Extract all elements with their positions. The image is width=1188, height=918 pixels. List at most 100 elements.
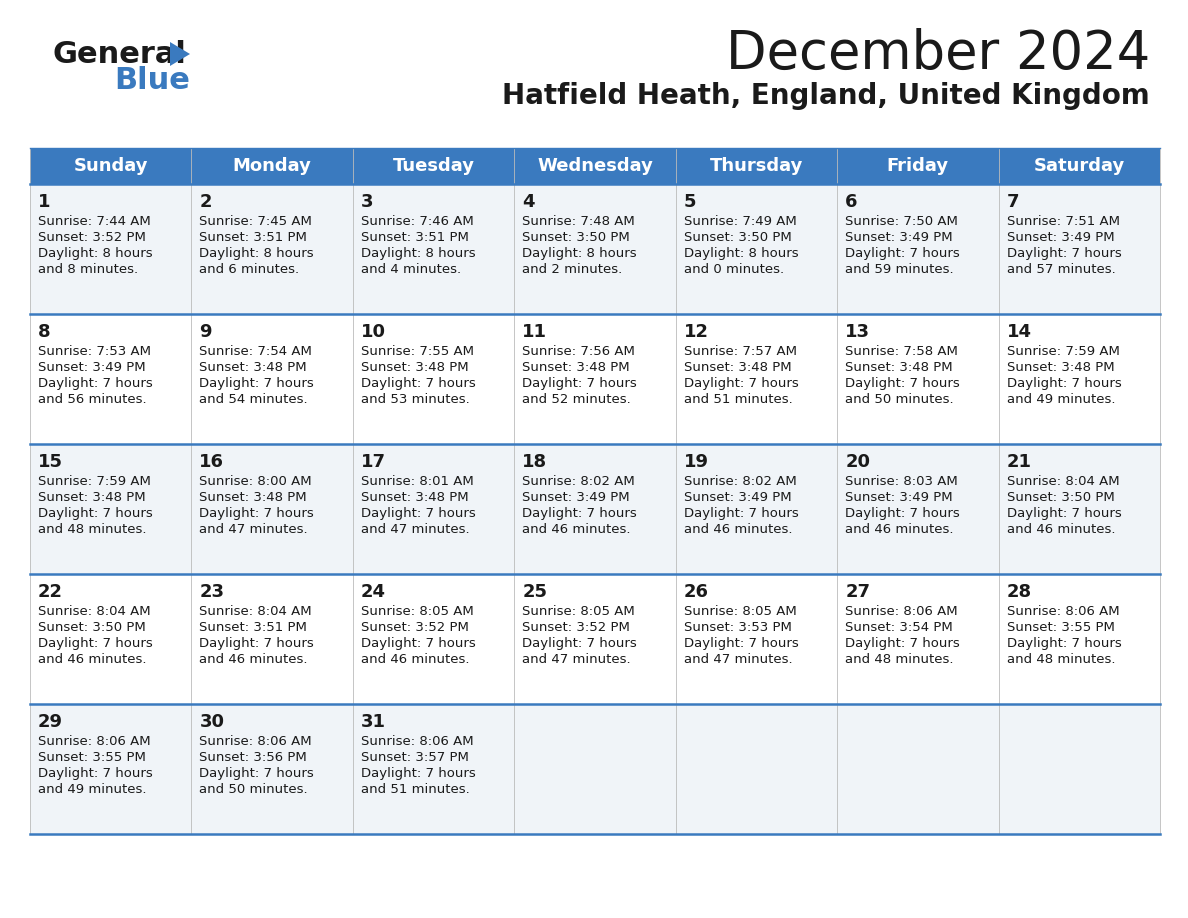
Text: 6: 6 (845, 193, 858, 211)
Text: and 49 minutes.: and 49 minutes. (1006, 393, 1116, 406)
Text: Sunrise: 8:04 AM: Sunrise: 8:04 AM (38, 605, 151, 618)
Text: Sunset: 3:48 PM: Sunset: 3:48 PM (200, 491, 307, 504)
Text: Sunrise: 7:50 AM: Sunrise: 7:50 AM (845, 215, 958, 228)
Text: Daylight: 7 hours: Daylight: 7 hours (38, 377, 153, 390)
Text: Sunset: 3:53 PM: Sunset: 3:53 PM (684, 621, 791, 634)
Text: and 50 minutes.: and 50 minutes. (200, 783, 308, 796)
Text: Sunrise: 8:00 AM: Sunrise: 8:00 AM (200, 475, 312, 488)
Text: 3: 3 (361, 193, 373, 211)
Text: Sunset: 3:55 PM: Sunset: 3:55 PM (1006, 621, 1114, 634)
Text: and 46 minutes.: and 46 minutes. (38, 653, 146, 666)
Text: Daylight: 7 hours: Daylight: 7 hours (361, 377, 475, 390)
Text: Sunrise: 7:54 AM: Sunrise: 7:54 AM (200, 345, 312, 358)
Text: Sunrise: 7:53 AM: Sunrise: 7:53 AM (38, 345, 151, 358)
Text: 2: 2 (200, 193, 211, 211)
Text: Daylight: 7 hours: Daylight: 7 hours (38, 637, 153, 650)
Text: 17: 17 (361, 453, 386, 471)
Text: 15: 15 (38, 453, 63, 471)
Text: 12: 12 (684, 323, 709, 341)
Text: and 53 minutes.: and 53 minutes. (361, 393, 469, 406)
Text: and 51 minutes.: and 51 minutes. (684, 393, 792, 406)
Text: Blue: Blue (114, 66, 190, 95)
Text: Sunset: 3:52 PM: Sunset: 3:52 PM (38, 231, 146, 244)
Text: Sunrise: 8:05 AM: Sunrise: 8:05 AM (523, 605, 636, 618)
Text: and 47 minutes.: and 47 minutes. (200, 523, 308, 536)
Text: Sunset: 3:55 PM: Sunset: 3:55 PM (38, 751, 146, 764)
Text: Sunset: 3:50 PM: Sunset: 3:50 PM (1006, 491, 1114, 504)
Text: Sunrise: 7:58 AM: Sunrise: 7:58 AM (845, 345, 958, 358)
Bar (30, 574, 1159, 704)
Text: Hatfield Heath, England, United Kingdom: Hatfield Heath, England, United Kingdom (503, 82, 1150, 110)
Text: and 8 minutes.: and 8 minutes. (38, 263, 138, 276)
Text: Sunrise: 7:48 AM: Sunrise: 7:48 AM (523, 215, 636, 228)
Text: 26: 26 (684, 583, 709, 601)
Text: Daylight: 7 hours: Daylight: 7 hours (200, 377, 314, 390)
Text: 8: 8 (38, 323, 51, 341)
Text: 25: 25 (523, 583, 548, 601)
Text: Sunrise: 8:05 AM: Sunrise: 8:05 AM (684, 605, 796, 618)
Text: Daylight: 8 hours: Daylight: 8 hours (684, 247, 798, 260)
Text: Monday: Monday (233, 157, 311, 175)
Text: and 48 minutes.: and 48 minutes. (845, 653, 954, 666)
Text: Wednesday: Wednesday (537, 157, 653, 175)
Text: 27: 27 (845, 583, 870, 601)
Text: and 59 minutes.: and 59 minutes. (845, 263, 954, 276)
Text: Sunrise: 8:05 AM: Sunrise: 8:05 AM (361, 605, 474, 618)
Text: and 2 minutes.: and 2 minutes. (523, 263, 623, 276)
Text: and 46 minutes.: and 46 minutes. (200, 653, 308, 666)
Text: 18: 18 (523, 453, 548, 471)
Text: Sunset: 3:48 PM: Sunset: 3:48 PM (361, 491, 468, 504)
Text: Sunrise: 7:56 AM: Sunrise: 7:56 AM (523, 345, 636, 358)
Bar (30, 704, 1159, 834)
Text: Sunrise: 8:06 AM: Sunrise: 8:06 AM (845, 605, 958, 618)
Text: Daylight: 7 hours: Daylight: 7 hours (1006, 637, 1121, 650)
Text: 29: 29 (38, 713, 63, 731)
Text: Tuesday: Tuesday (392, 157, 474, 175)
Text: Daylight: 7 hours: Daylight: 7 hours (1006, 247, 1121, 260)
Text: Sunset: 3:52 PM: Sunset: 3:52 PM (523, 621, 630, 634)
Text: Daylight: 7 hours: Daylight: 7 hours (523, 507, 637, 520)
Text: and 46 minutes.: and 46 minutes. (361, 653, 469, 666)
Text: Sunrise: 7:44 AM: Sunrise: 7:44 AM (38, 215, 151, 228)
Text: Daylight: 7 hours: Daylight: 7 hours (523, 377, 637, 390)
Text: and 56 minutes.: and 56 minutes. (38, 393, 146, 406)
Text: Daylight: 8 hours: Daylight: 8 hours (38, 247, 152, 260)
Text: Daylight: 7 hours: Daylight: 7 hours (200, 767, 314, 780)
Text: Daylight: 7 hours: Daylight: 7 hours (845, 507, 960, 520)
Text: Daylight: 8 hours: Daylight: 8 hours (200, 247, 314, 260)
Text: Daylight: 7 hours: Daylight: 7 hours (200, 507, 314, 520)
Text: Thursday: Thursday (709, 157, 803, 175)
Text: Sunrise: 8:02 AM: Sunrise: 8:02 AM (523, 475, 636, 488)
Text: Sunset: 3:57 PM: Sunset: 3:57 PM (361, 751, 469, 764)
Text: Sunrise: 7:57 AM: Sunrise: 7:57 AM (684, 345, 797, 358)
Text: and 47 minutes.: and 47 minutes. (684, 653, 792, 666)
Text: Sunset: 3:48 PM: Sunset: 3:48 PM (38, 491, 146, 504)
Text: Sunrise: 8:06 AM: Sunrise: 8:06 AM (1006, 605, 1119, 618)
Text: Daylight: 8 hours: Daylight: 8 hours (523, 247, 637, 260)
Text: December 2024: December 2024 (726, 28, 1150, 80)
Text: Daylight: 7 hours: Daylight: 7 hours (684, 637, 798, 650)
Text: 24: 24 (361, 583, 386, 601)
Text: and 54 minutes.: and 54 minutes. (200, 393, 308, 406)
Text: Sunset: 3:51 PM: Sunset: 3:51 PM (200, 231, 308, 244)
Text: Sunset: 3:50 PM: Sunset: 3:50 PM (523, 231, 630, 244)
Text: Sunrise: 7:59 AM: Sunrise: 7:59 AM (1006, 345, 1119, 358)
Text: Sunset: 3:48 PM: Sunset: 3:48 PM (845, 361, 953, 374)
Bar (30, 184, 1159, 314)
Text: 31: 31 (361, 713, 386, 731)
Text: Sunset: 3:49 PM: Sunset: 3:49 PM (845, 231, 953, 244)
Text: Daylight: 7 hours: Daylight: 7 hours (845, 377, 960, 390)
Text: Sunrise: 8:06 AM: Sunrise: 8:06 AM (200, 735, 312, 748)
Text: Daylight: 7 hours: Daylight: 7 hours (361, 767, 475, 780)
Text: 13: 13 (845, 323, 870, 341)
Text: Sunset: 3:48 PM: Sunset: 3:48 PM (200, 361, 307, 374)
Text: and 50 minutes.: and 50 minutes. (845, 393, 954, 406)
Text: Daylight: 7 hours: Daylight: 7 hours (523, 637, 637, 650)
Text: Sunset: 3:48 PM: Sunset: 3:48 PM (523, 361, 630, 374)
Text: Daylight: 7 hours: Daylight: 7 hours (845, 247, 960, 260)
Text: Daylight: 7 hours: Daylight: 7 hours (684, 377, 798, 390)
Bar (30, 444, 1159, 574)
Text: and 48 minutes.: and 48 minutes. (38, 523, 146, 536)
Text: Sunset: 3:48 PM: Sunset: 3:48 PM (1006, 361, 1114, 374)
Text: 19: 19 (684, 453, 709, 471)
